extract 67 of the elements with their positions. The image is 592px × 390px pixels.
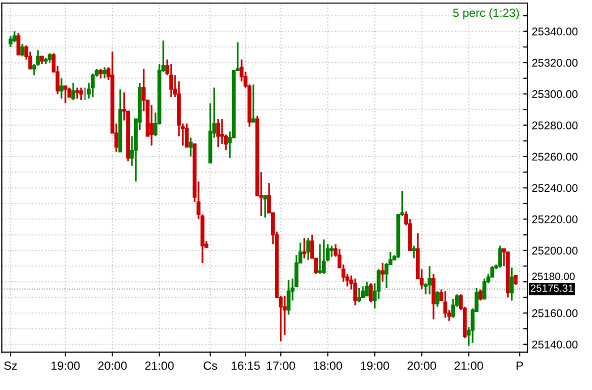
candlestick — [286, 279, 291, 316]
x-tick-label: 16:15 — [232, 362, 260, 370]
x-tick-label: 21:00 — [145, 362, 174, 370]
candlestick — [412, 244, 416, 260]
y-tick-label: 25220.00 — [532, 215, 578, 224]
candlestick — [71, 82, 76, 101]
x-tick-label: P — [516, 362, 523, 370]
candlestick — [48, 52, 52, 64]
candlestick — [169, 63, 174, 98]
candlestick — [451, 298, 455, 319]
candlestick — [79, 86, 83, 101]
candlestick — [306, 237, 310, 261]
y-tick-label: 25280.00 — [532, 121, 578, 130]
candlestick — [102, 66, 106, 80]
ref-line-label: 25175.31 — [530, 284, 574, 292]
y-tick-label: 25160.00 — [532, 309, 578, 318]
y-tick-label: 25140.00 — [532, 340, 578, 348]
y-tick-label: 25240.00 — [532, 184, 578, 192]
x-tick-label: 17:00 — [266, 362, 296, 370]
candlestick — [368, 282, 373, 303]
candlestick — [8, 35, 13, 48]
y-tick-label: 25260.00 — [532, 152, 578, 161]
candlestick — [318, 243, 322, 275]
x-tick-label: 19:00 — [52, 362, 80, 370]
candlestick — [443, 290, 448, 319]
candlestick — [63, 85, 68, 104]
candlestick — [60, 77, 64, 100]
y-tick-label: 25300.00 — [532, 90, 578, 98]
candlestick — [428, 265, 432, 296]
candlestick — [357, 287, 362, 303]
x-tick-label: 19:00 — [360, 362, 390, 370]
y-tick-label: 25320.00 — [532, 58, 578, 67]
x-tick-label: 20:00 — [408, 362, 436, 370]
candlestick — [478, 288, 482, 302]
x-tick-label: 20:00 — [98, 362, 127, 370]
candlestick — [302, 237, 306, 260]
candlestick — [251, 84, 256, 123]
candlestick — [514, 274, 518, 286]
candlestick — [510, 266, 514, 302]
candlestick — [184, 122, 189, 148]
chart-subtitle: 5 perc (1:23) — [453, 8, 519, 20]
candlestick — [384, 262, 388, 289]
candlestick — [12, 30, 16, 44]
candlestick — [90, 72, 95, 98]
candlestick — [263, 194, 268, 218]
candlestick — [188, 136, 193, 158]
candlestick — [361, 286, 365, 298]
candlestick — [498, 244, 502, 268]
y-tick-label: 25200.00 — [532, 246, 578, 255]
candlestick — [380, 262, 385, 283]
candlestick — [216, 118, 220, 148]
y-tick-label: 25180.00 — [532, 272, 575, 280]
x-tick-label: 21:00 — [454, 362, 484, 370]
candlestick — [330, 244, 334, 258]
candlestick — [322, 238, 326, 275]
x-tick-label: Cs — [204, 362, 218, 370]
candlestick — [75, 86, 80, 100]
candlestick — [98, 68, 103, 80]
candlestick — [16, 32, 20, 56]
candlestick — [435, 290, 440, 308]
x-tick-label: Sz — [4, 362, 17, 370]
x-tick-label: 18:00 — [314, 362, 342, 370]
candlestick — [20, 42, 24, 58]
candlestick — [353, 278, 358, 306]
candlestick — [365, 280, 369, 297]
candlestick — [482, 278, 486, 300]
y-tick-label: 25340.00 — [532, 28, 578, 36]
